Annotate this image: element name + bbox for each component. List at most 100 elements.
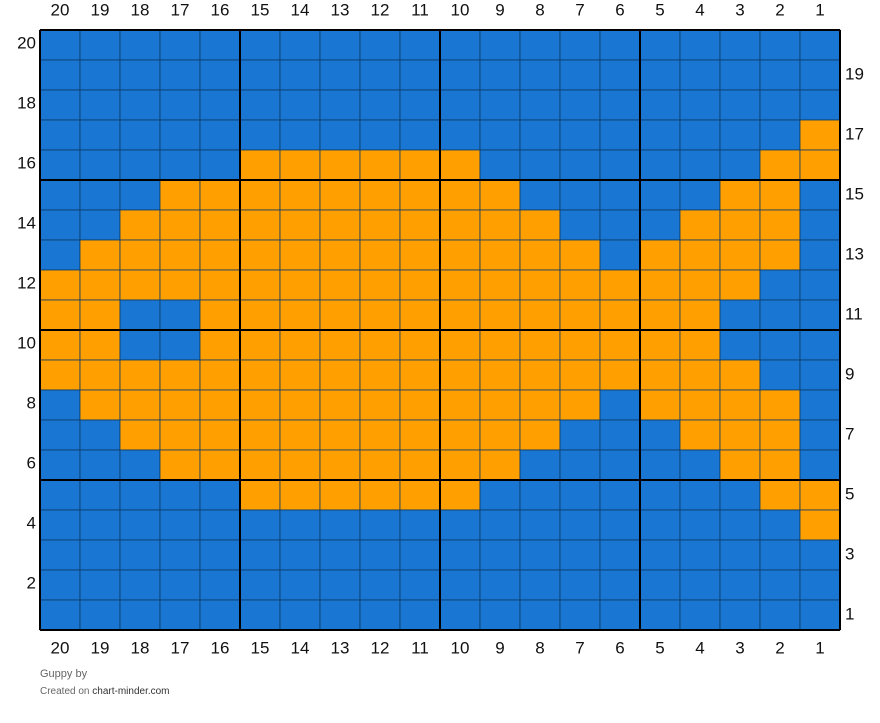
cell: [239, 239, 281, 271]
cell: [119, 419, 161, 451]
cell: [479, 59, 521, 91]
cell: [639, 449, 681, 481]
cell: [719, 569, 761, 601]
cell: [239, 149, 281, 181]
cell: [399, 479, 441, 511]
cell: [279, 569, 321, 601]
cell: [199, 479, 241, 511]
cell: [799, 449, 841, 481]
cell: [519, 569, 561, 601]
cell: [559, 329, 601, 361]
cell: [759, 119, 801, 151]
cell: [239, 179, 281, 211]
cell: [159, 599, 201, 631]
row-number: 6: [27, 453, 36, 472]
cell: [359, 269, 401, 301]
cell: [159, 239, 201, 271]
cell: [39, 569, 81, 601]
cell: [479, 89, 521, 121]
cell: [39, 359, 81, 391]
cell: [39, 479, 81, 511]
footer-credit: Created on chart-minder.com: [40, 686, 170, 697]
cell: [199, 509, 241, 541]
cell: [639, 509, 681, 541]
cell: [639, 29, 681, 61]
cell: [559, 89, 601, 121]
cell: [279, 209, 321, 241]
row-number: 18: [17, 93, 36, 112]
cell: [679, 299, 721, 331]
column-number: 7: [575, 638, 584, 657]
cell: [359, 419, 401, 451]
cell: [599, 119, 641, 151]
cell: [759, 269, 801, 301]
cell: [599, 179, 641, 211]
cell: [599, 209, 641, 241]
cell: [319, 449, 361, 481]
cell: [519, 269, 561, 301]
cell: [159, 119, 201, 151]
cell: [799, 329, 841, 361]
cell: [519, 419, 561, 451]
cell: [639, 89, 681, 121]
cell: [239, 569, 281, 601]
cell: [479, 389, 521, 421]
cell: [639, 419, 681, 451]
cell: [479, 209, 521, 241]
cell: [239, 329, 281, 361]
cell: [679, 119, 721, 151]
cell: [359, 509, 401, 541]
cell: [279, 599, 321, 631]
cell: [439, 329, 481, 361]
cell: [79, 599, 121, 631]
cell: [559, 209, 601, 241]
cell: [559, 449, 601, 481]
cell: [39, 179, 81, 211]
footer-title: Guppy by: [40, 668, 87, 680]
cell: [759, 569, 801, 601]
column-number: 13: [331, 638, 350, 657]
cell: [279, 179, 321, 211]
row-number: 14: [17, 213, 36, 232]
cell: [479, 119, 521, 151]
cell: [359, 299, 401, 331]
cell: [679, 89, 721, 121]
cell: [239, 389, 281, 421]
cell: [799, 179, 841, 211]
cell: [479, 569, 521, 601]
cell: [39, 299, 81, 331]
cell: [439, 389, 481, 421]
cell: [519, 299, 561, 331]
cell: [399, 539, 441, 571]
cell: [119, 389, 161, 421]
cell: [119, 449, 161, 481]
column-number: 14: [291, 0, 310, 19]
cell: [119, 59, 161, 91]
cell: [639, 149, 681, 181]
row-number: 4: [27, 513, 36, 532]
cell: [679, 329, 721, 361]
row-number: 5: [845, 484, 854, 503]
cell: [199, 569, 241, 601]
cell: [39, 239, 81, 271]
cell: [719, 59, 761, 91]
cell: [119, 299, 161, 331]
cell: [159, 359, 201, 391]
cell: [599, 389, 641, 421]
cell: [79, 149, 121, 181]
cell: [199, 389, 241, 421]
cell: [439, 209, 481, 241]
cell: [399, 59, 441, 91]
by: by: [75, 668, 88, 680]
cell: [559, 59, 601, 91]
cell: [359, 119, 401, 151]
cell: [39, 89, 81, 121]
cell: [319, 539, 361, 571]
cell: [319, 179, 361, 211]
cell: [799, 479, 841, 511]
cell: [319, 479, 361, 511]
cell: [639, 599, 681, 631]
column-number: 4: [695, 0, 704, 19]
cell: [159, 539, 201, 571]
